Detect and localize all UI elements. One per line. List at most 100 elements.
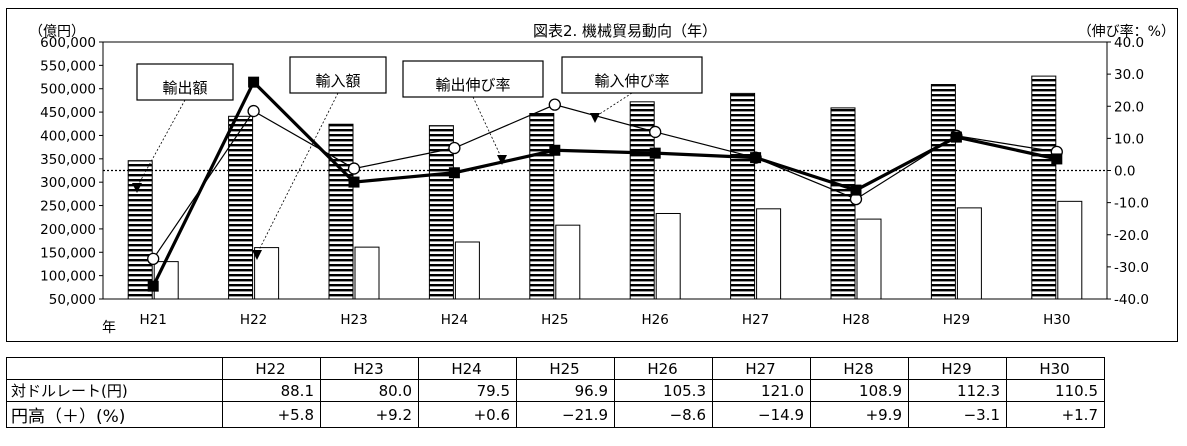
bar-export — [830, 107, 856, 300]
left-tick-label: 600,000 — [40, 35, 96, 51]
point-export-growth — [147, 280, 159, 292]
table-cell: 112.3 — [908, 379, 1007, 402]
point-import-growth — [147, 252, 160, 265]
x-tick-label: H25 — [541, 312, 568, 328]
chart-svg: 輸出額 輸入額 輸出伸び率 輸入伸び率 50,000 100,000 150,000 200… — [29, 22, 1175, 336]
right-tick-label: -40.0 — [1114, 292, 1149, 308]
legend-leader-line — [256, 92, 339, 255]
legend-leader-arrow — [132, 183, 142, 193]
x-tick-label: H30 — [1043, 312, 1070, 328]
table-header-cell: H28 — [810, 357, 909, 380]
right-tick-label: -10.0 — [1114, 196, 1149, 212]
legend-leader-line — [594, 92, 633, 118]
bar-import — [655, 212, 681, 300]
left-tick-label: 50,000 — [49, 292, 96, 308]
right-tick-label: 10.0 — [1114, 131, 1144, 147]
point-export-growth — [950, 131, 962, 143]
table-cell: +5.8 — [222, 401, 321, 428]
point-export-growth — [348, 176, 360, 188]
point-export-growth — [850, 184, 862, 196]
x-axis-label: 年 — [102, 320, 116, 336]
right-tick-label: 20.0 — [1114, 99, 1144, 115]
legend-callout-box — [136, 63, 234, 101]
table-cell: 88.1 — [222, 379, 321, 402]
point-export-growth — [1051, 153, 1063, 165]
right-tick-label: 30.0 — [1114, 67, 1144, 83]
table-header-cell: H30 — [1006, 357, 1105, 380]
right-tick-label: -30.0 — [1114, 260, 1149, 276]
point-export-growth — [649, 147, 661, 159]
right-tick-label: -20.0 — [1114, 228, 1149, 244]
legend-label: 輸入額 — [315, 72, 360, 90]
table-cell: −3.1 — [908, 401, 1007, 428]
table-header-row: H22 H23 H24 H25 H26 H27 H28 H29 H30 — [6, 357, 1105, 380]
left-tick-label: 350,000 — [40, 152, 96, 168]
table-cell: +9.2 — [320, 401, 419, 428]
x-tick-label: H28 — [842, 312, 869, 328]
legend-leader-arrow — [252, 250, 262, 260]
table-cell: 110.5 — [1006, 379, 1105, 402]
point-import-growth — [448, 141, 461, 155]
bar-export — [730, 92, 756, 300]
left-tick-label: 300,000 — [40, 175, 96, 191]
legend-label: 輸出額 — [162, 79, 207, 97]
bar-export — [1031, 75, 1057, 300]
point-import-growth — [347, 162, 361, 175]
table-cell: 121.0 — [712, 379, 811, 402]
table-cell: +0.6 — [418, 401, 517, 428]
x-tick-label: H29 — [943, 312, 970, 328]
bar-export — [930, 84, 956, 300]
left-tick-label: 500,000 — [40, 82, 96, 98]
bar-import — [956, 207, 982, 300]
bar-import — [153, 261, 179, 300]
table-cell: 108.9 — [810, 379, 909, 402]
bar-import — [756, 208, 782, 300]
x-tick-label: H22 — [240, 312, 267, 328]
x-tick-label: H26 — [642, 312, 669, 328]
point-export-growth — [248, 76, 260, 88]
row-label-rate: 対ドルレート(円) — [6, 379, 223, 402]
table-header-cell: H22 — [222, 357, 321, 380]
table-row: 円高（＋）(%) +5.8 +9.2 +0.6 −21.9 −8.6 −14.9… — [6, 401, 1105, 428]
right-axis-unit: （伸び率：%） — [1078, 23, 1175, 40]
legend-leader-arrow — [497, 155, 507, 165]
left-tick-label: 450,000 — [40, 105, 96, 121]
chart-title: 図表2. 機械貿易動向（年） — [533, 22, 717, 40]
line-import-growth — [152, 104, 1057, 260]
left-tick-label: 250,000 — [40, 199, 96, 215]
left-tick-label: 550,000 — [40, 58, 96, 74]
table-cell: +1.7 — [1006, 401, 1105, 428]
bar-import — [354, 246, 380, 300]
left-tick-label: 100,000 — [40, 269, 96, 285]
bar-export — [529, 112, 555, 300]
table-row: 対ドルレート(円) 88.1 80.0 79.5 96.9 105.3 121.… — [6, 379, 1105, 402]
legend-leader-line — [472, 96, 503, 160]
x-tick-label: H24 — [441, 312, 468, 328]
table-header-cell: H26 — [614, 357, 713, 380]
bar-export — [228, 115, 254, 300]
table-cell: −14.9 — [712, 401, 811, 428]
chart-frame: 輸出額 輸入額 輸出伸び率 輸入伸び率 50,000 100,000 150,000 200… — [6, 8, 1178, 342]
table-cell: 96.9 — [516, 379, 615, 402]
bar-import — [856, 218, 882, 300]
table-cell: 105.3 — [614, 379, 713, 402]
table-header-cell: H23 — [320, 357, 419, 380]
table-cell: 80.0 — [320, 379, 419, 402]
table-corner — [6, 357, 223, 380]
legend-callout-box — [289, 56, 387, 94]
table-header-cell: H29 — [908, 357, 1007, 380]
bar-import — [454, 241, 480, 300]
right-tick-label: 40.0 — [1114, 35, 1144, 51]
table-header-cell: H24 — [418, 357, 517, 380]
table-cell: 79.5 — [418, 379, 517, 402]
bar-export — [328, 123, 354, 300]
legend-leader-line — [136, 99, 186, 188]
legend-callout-box — [402, 60, 544, 98]
left-tick-label: 200,000 — [40, 222, 96, 238]
left-tick-label: 400,000 — [40, 128, 96, 144]
legend-label: 輸出伸び率 — [435, 76, 510, 94]
point-import-growth — [649, 125, 662, 139]
legend-label: 輸入伸び率 — [594, 72, 669, 90]
bar-export — [428, 125, 454, 300]
bar-import — [555, 224, 581, 300]
